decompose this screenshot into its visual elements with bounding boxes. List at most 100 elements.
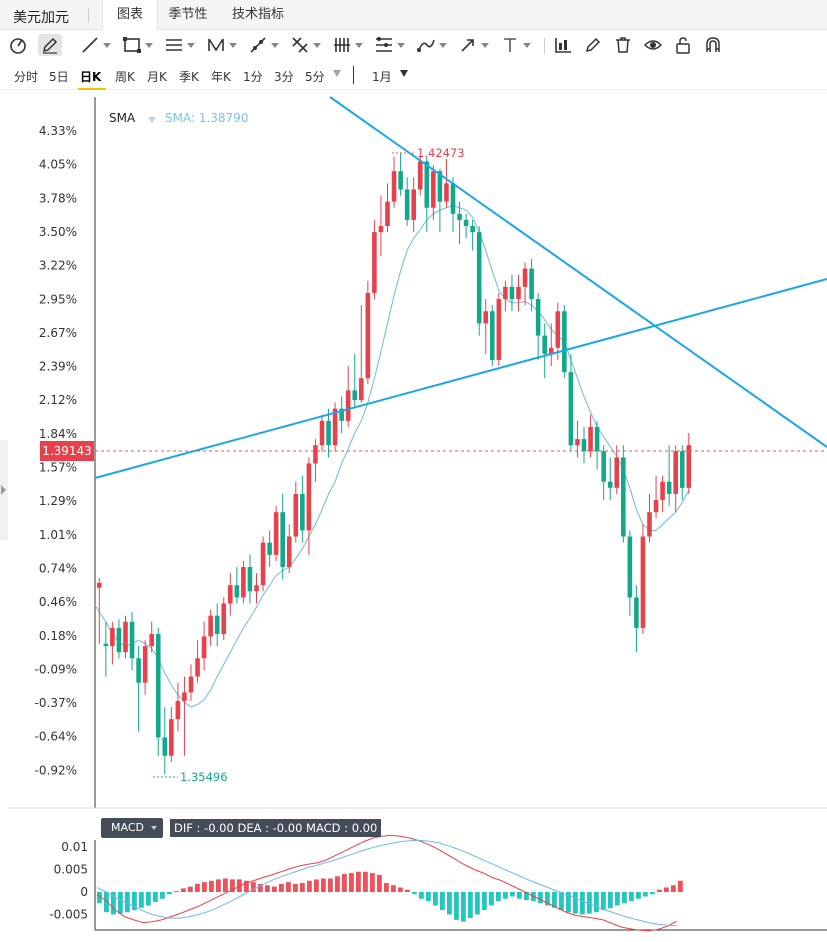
fib-tool[interactable] bbox=[374, 34, 405, 56]
brush-tool[interactable] bbox=[416, 34, 447, 56]
y-tick-label: 1.57% bbox=[39, 461, 77, 475]
candle-body bbox=[575, 439, 580, 446]
candle-body bbox=[254, 585, 259, 592]
ray-tool[interactable] bbox=[248, 34, 279, 56]
cross-lines-tool[interactable] bbox=[290, 34, 321, 56]
lock-tool[interactable] bbox=[673, 34, 693, 56]
pattern-icon bbox=[208, 38, 224, 52]
delete-tool[interactable] bbox=[613, 34, 633, 56]
candle-body bbox=[417, 161, 423, 190]
macd-bar bbox=[419, 892, 424, 899]
macd-bar bbox=[671, 885, 676, 892]
period-daily[interactable]: 日K bbox=[80, 70, 102, 84]
line-icon bbox=[82, 37, 98, 53]
bars-tool[interactable] bbox=[332, 34, 363, 56]
line-tool[interactable] bbox=[80, 34, 111, 56]
cursor-tool[interactable] bbox=[8, 34, 28, 56]
candle-body bbox=[260, 542, 266, 586]
visibility-tool[interactable] bbox=[643, 34, 663, 56]
macd-lines bbox=[96, 834, 677, 932]
macd-bar bbox=[636, 892, 641, 899]
macd-bar bbox=[559, 892, 564, 910]
candle-body bbox=[234, 585, 240, 598]
y-tick-label: 2.12% bbox=[39, 393, 77, 407]
edit-tool[interactable] bbox=[583, 34, 603, 56]
arrow-tool[interactable] bbox=[458, 34, 489, 56]
text-tool[interactable] bbox=[500, 34, 531, 56]
y-tick-label: 0.46% bbox=[39, 595, 77, 609]
candle-body bbox=[634, 597, 639, 628]
macd-histogram bbox=[97, 871, 683, 922]
sma-caret[interactable] bbox=[148, 117, 156, 123]
period-weekly[interactable]: 周K bbox=[115, 70, 135, 84]
low-price-label: 1.35496 bbox=[180, 770, 228, 784]
period-5d[interactable]: 5日 bbox=[49, 70, 69, 84]
sma-label[interactable]: SMA bbox=[109, 111, 136, 125]
candle-body bbox=[476, 232, 482, 324]
rectangle-tool[interactable] bbox=[122, 34, 153, 56]
parallel-lines-icon bbox=[166, 39, 182, 51]
indicator-tool[interactable] bbox=[553, 34, 573, 56]
macd-bar bbox=[314, 879, 319, 892]
expand-arrow-icon bbox=[1, 485, 6, 495]
candle-body bbox=[378, 225, 384, 233]
tab-seasonality[interactable]: 季节性 bbox=[168, 7, 208, 22]
candle-body bbox=[169, 719, 174, 756]
period-bar: 分时 5日 日K 周K 月K 季K 年K 1分 3分 5分 1月 bbox=[0, 60, 827, 90]
macd-bar bbox=[216, 879, 221, 892]
sidebar-toggle[interactable] bbox=[0, 440, 8, 540]
candle-body bbox=[391, 171, 397, 202]
period-yearly[interactable]: 年K bbox=[211, 70, 231, 84]
macd-tick-label: 0.01 bbox=[61, 840, 88, 854]
candle-body bbox=[372, 232, 377, 293]
candle-body bbox=[136, 658, 141, 683]
macd-bar bbox=[538, 892, 543, 904]
period-3min[interactable]: 3分 bbox=[274, 70, 294, 84]
candle-body bbox=[660, 481, 665, 500]
range-dropdown-caret[interactable] bbox=[400, 70, 408, 77]
macd-y-ticks: 0.01 0.005 0 -0.005 bbox=[49, 840, 88, 922]
macd-bar bbox=[132, 892, 137, 910]
y-tick-label: -0.37% bbox=[35, 696, 77, 710]
macd-bar bbox=[321, 878, 326, 892]
period-monthly[interactable]: 月K bbox=[147, 70, 167, 84]
symbol-title: 美元加元 bbox=[13, 10, 69, 26]
candle-body bbox=[208, 615, 213, 637]
candle-body bbox=[548, 347, 554, 354]
candle-body bbox=[149, 633, 154, 647]
macd-bar bbox=[342, 874, 347, 892]
macd-bar bbox=[230, 879, 235, 892]
pencil-tool[interactable] bbox=[38, 34, 62, 56]
candle-body bbox=[555, 311, 561, 348]
candle-body bbox=[470, 225, 475, 233]
macd-bar bbox=[335, 876, 340, 892]
macd-bar bbox=[153, 892, 158, 902]
macd-bar bbox=[251, 882, 256, 892]
tab-chart[interactable]: 图表 bbox=[102, 0, 158, 30]
period-5min[interactable]: 5分 bbox=[305, 70, 325, 84]
candle-body bbox=[267, 542, 272, 555]
period-1min[interactable]: 1分 bbox=[243, 70, 263, 84]
tab-technical-indicators[interactable]: 技术指标 bbox=[231, 7, 284, 22]
period-quarterly[interactable]: 季K bbox=[179, 70, 199, 84]
candle-body bbox=[300, 493, 305, 531]
macd-bar bbox=[328, 878, 333, 892]
parallel-lines-tool[interactable] bbox=[164, 34, 195, 56]
macd-bar bbox=[300, 883, 305, 892]
pattern-tool[interactable] bbox=[206, 34, 237, 56]
range-dropdown[interactable]: 1月 bbox=[372, 70, 392, 84]
magnet-tool[interactable] bbox=[703, 34, 723, 56]
candle-body bbox=[313, 445, 318, 464]
period-more-caret[interactable] bbox=[333, 70, 341, 77]
macd-bar bbox=[167, 892, 172, 895]
macd-selector-button[interactable]: MACD bbox=[101, 818, 163, 838]
candle-body bbox=[496, 299, 502, 360]
candle-body bbox=[129, 621, 135, 659]
period-intraday[interactable]: 分时 bbox=[14, 70, 39, 84]
candle-body bbox=[653, 499, 659, 513]
candle-body bbox=[437, 171, 443, 202]
candle-body bbox=[385, 201, 390, 226]
macd-bar bbox=[97, 892, 102, 904]
candle-body bbox=[424, 161, 430, 208]
